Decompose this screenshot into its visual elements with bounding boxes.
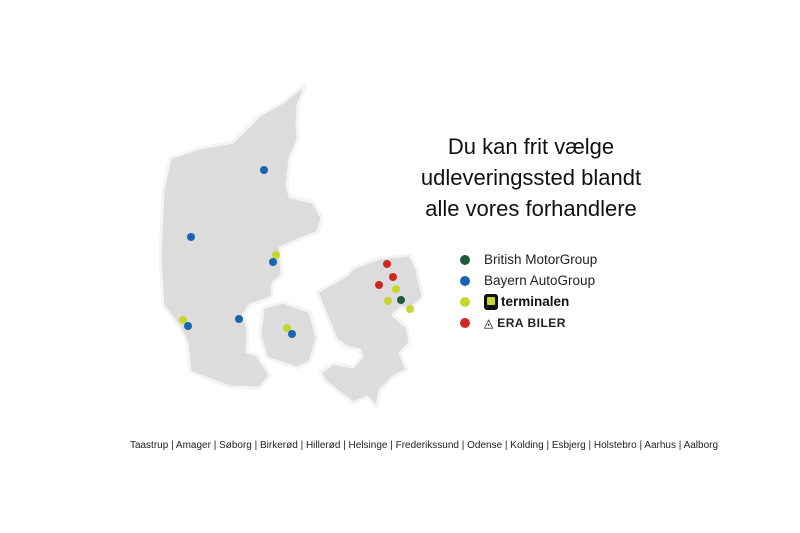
dealer-marker (269, 258, 277, 266)
dealer-marker (235, 315, 243, 323)
headline: Du kan frit vælge udleveringssted blandt… (381, 131, 681, 224)
legend-dot (460, 296, 470, 307)
legend-label: ERA BILER (497, 315, 566, 330)
city-list: Taastrup | Amager | Søborg | Birkerød | … (129, 440, 719, 451)
dealer-marker (179, 316, 187, 324)
dealer-marker (384, 297, 392, 305)
dealer-marker (392, 285, 400, 293)
legend-dot (460, 317, 470, 328)
era-triangle-icon: ◬ (484, 315, 494, 330)
dealer-marker (260, 166, 268, 174)
dealer-marker (375, 281, 383, 289)
headline-line: Du kan frit vælge (447, 134, 615, 159)
dealer-marker (272, 251, 280, 259)
dealer-marker (288, 330, 296, 338)
legend-item-terminalen: terminalen (460, 291, 597, 312)
dealer-marker (283, 324, 291, 332)
headline-line: alle vores forhandlere (425, 196, 637, 221)
dealer-marker (406, 305, 414, 313)
dealer-marker (383, 260, 391, 268)
terminalen-logo-icon (484, 293, 498, 310)
legend-item-british-motorgroup: British MotorGroup (460, 249, 597, 270)
legend-label: British MotorGroup (484, 252, 598, 267)
headline-line: udleveringssted blandt (420, 165, 642, 190)
dealer-marker (389, 273, 397, 281)
dealer-marker (397, 296, 405, 304)
legend-label: Bayern AutoGroup (484, 273, 596, 288)
region-zealand (315, 253, 425, 409)
legend-item-bayern-autogroup: Bayern AutoGroup (460, 270, 597, 291)
dealer-marker (184, 322, 192, 330)
dealer-marker (187, 233, 195, 241)
region-jutland (158, 83, 324, 390)
legend-dot (460, 254, 470, 265)
legend: British MotorGroup Bayern AutoGroup term… (460, 249, 597, 333)
legend-dot (460, 275, 470, 286)
legend-label: terminalen (501, 294, 570, 309)
legend-item-era-biler: ◬ ERA BILER (460, 312, 597, 333)
